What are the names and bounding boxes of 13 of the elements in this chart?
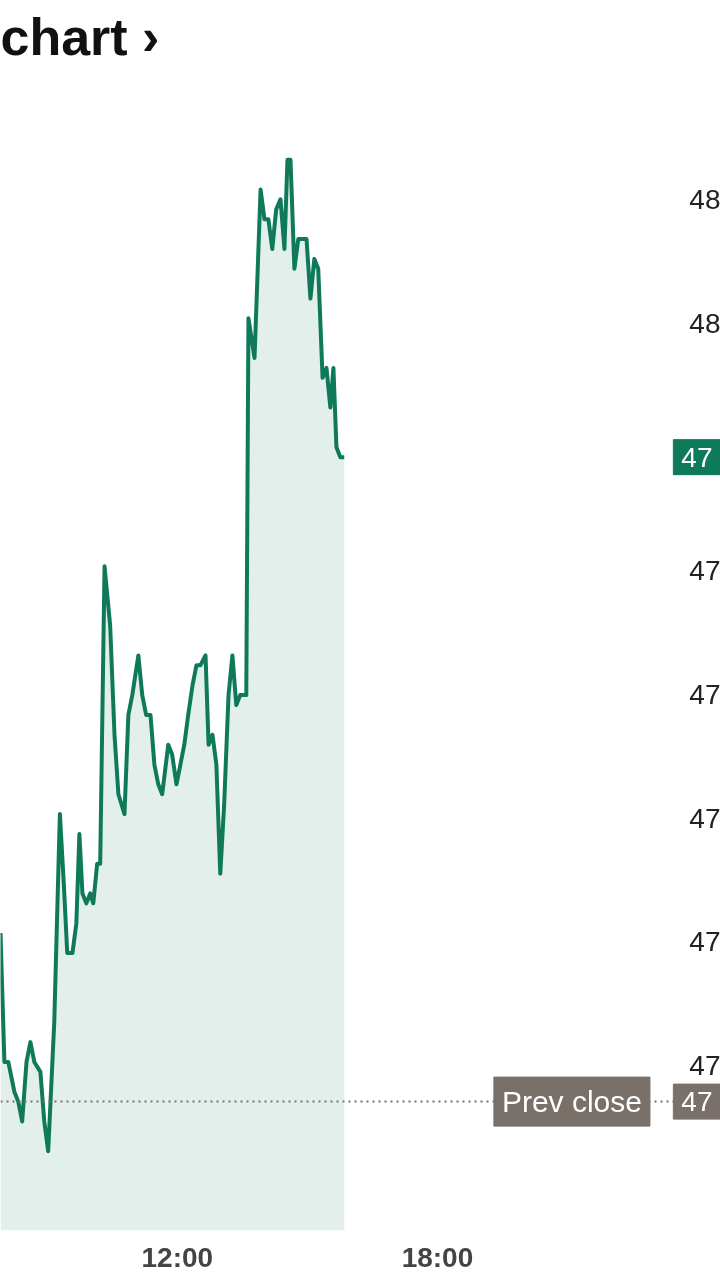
x-tick-label: 12:00 [141,1241,214,1273]
annotation: 47 [681,1086,713,1118]
annotation: 47 [689,802,720,834]
ref-line-label: Prev close [501,1085,642,1119]
annotation: 47 [689,1050,720,1082]
annotation: 47 [689,926,720,958]
x-tick-label: 18:00 [401,1241,474,1273]
annotation: 48 [689,183,720,215]
annotation: 47 [689,678,720,710]
annotation: 47 [689,555,720,587]
chart-title: chart › [0,7,160,66]
annotation: 48 [689,307,720,339]
annotation: 47 [681,441,713,473]
